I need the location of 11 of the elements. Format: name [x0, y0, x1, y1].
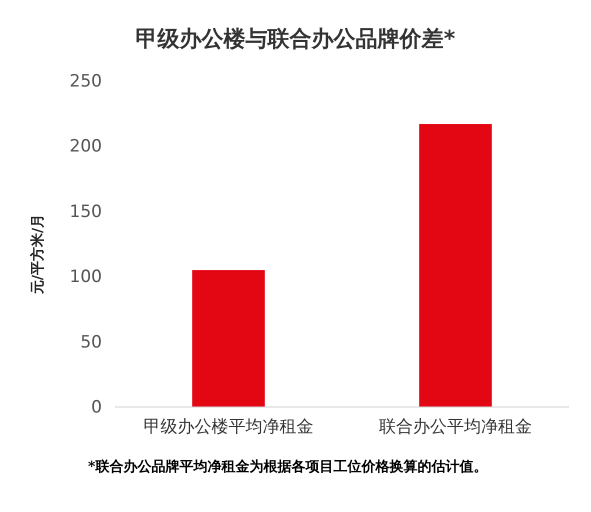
y-tick-label: 50: [80, 332, 102, 352]
x-tick-label: 联合办公平均净租金: [379, 417, 532, 438]
y-tick-label: 0: [91, 397, 102, 418]
chart-title: 甲级办公楼与联合办公品牌价差*: [136, 27, 456, 52]
y-tick-label: 100: [70, 267, 102, 288]
y-tick-label: 250: [70, 71, 102, 92]
y-tick-label: 200: [70, 136, 102, 157]
text: *联合办公品牌平均净租金为根据各项目工位价格换算的估计值。: [88, 458, 488, 477]
x-tick-label: 甲级办公楼平均净租金: [144, 417, 314, 438]
y-axis-title: 元/平方米/月: [29, 214, 46, 296]
y-tick-label: 150: [70, 202, 102, 222]
